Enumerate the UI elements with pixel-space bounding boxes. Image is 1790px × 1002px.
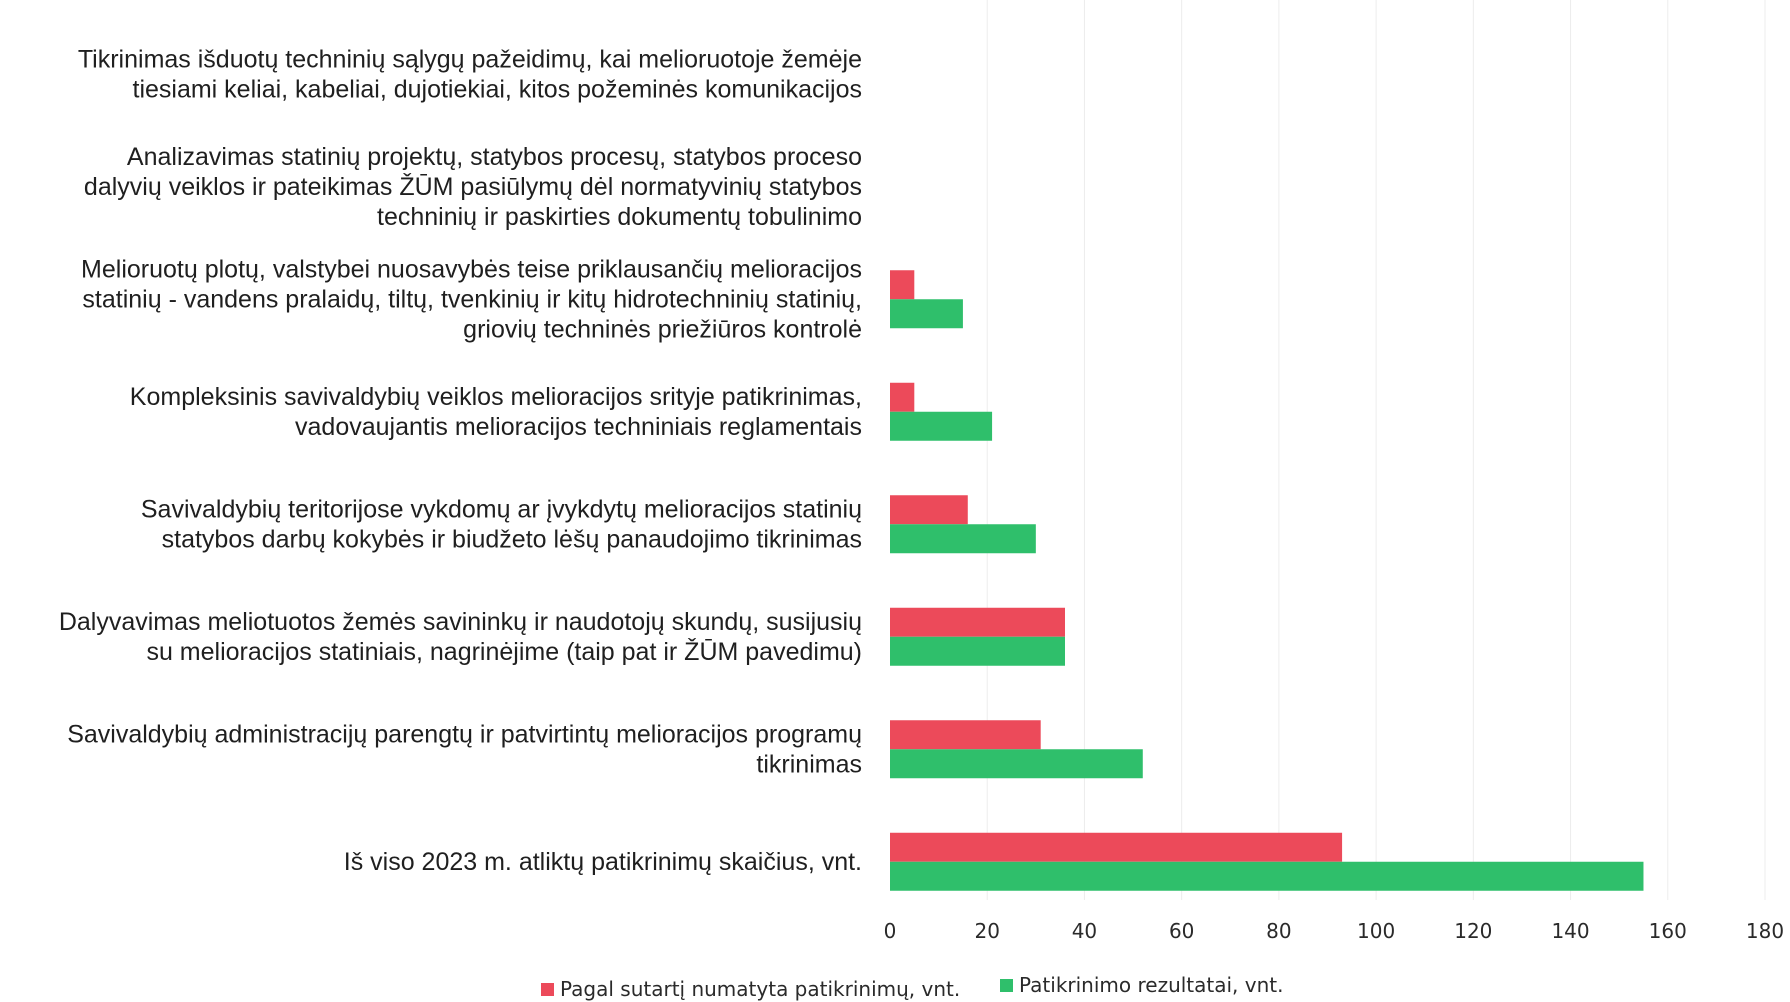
legend-label-planned: Pagal sutartį numatyta patikrinimų, vnt. — [560, 977, 960, 1001]
bar-planned — [890, 382, 915, 412]
category-label: Dalyvavimas meliotuotos žemės savininkų … — [59, 608, 862, 636]
category-labels: Tikrinimas išduotų techninių sąlygų paže… — [59, 45, 862, 876]
category-label: tikrinimas — [756, 750, 862, 778]
bar-planned — [890, 495, 968, 525]
x-tick-label: 80 — [1266, 919, 1291, 943]
x-tick-label: 140 — [1551, 919, 1589, 943]
category-label: Kompleksinis savivaldybių veiklos melior… — [130, 383, 862, 411]
legend-label-results: Patikrinimo rezultatai, vnt. — [1019, 973, 1283, 997]
category-label: Savivaldybių administracijų parengtų ir … — [67, 720, 862, 748]
bar-results — [890, 524, 1036, 554]
legend-swatch-results — [1000, 979, 1013, 992]
bar-planned — [890, 607, 1065, 637]
category-label: statybos darbų kokybės ir biudžeto lėšų … — [162, 525, 862, 553]
x-tick-label: 40 — [1072, 919, 1097, 943]
category-label: Iš viso 2023 m. atliktų patikrinimų skai… — [344, 848, 862, 876]
legend-swatch-planned — [541, 983, 554, 996]
x-tick-label: 100 — [1357, 919, 1395, 943]
category-label: Savivaldybių teritorijose vykdomų ar įvy… — [141, 495, 862, 523]
bar-results — [890, 749, 1143, 779]
x-tick-label: 0 — [884, 919, 897, 943]
gridlines — [986, 0, 1766, 900]
bar-planned — [890, 832, 1343, 862]
bar-planned — [890, 720, 1041, 750]
bars — [890, 270, 1644, 891]
category-label: griovių techninės priežiūros kontrolė — [463, 315, 862, 343]
legend: Pagal sutartį numatyta patikrinimų, vnt.… — [541, 973, 1283, 1001]
category-label: dalyvių veiklos ir pateikimas ŽŪM pasiūl… — [84, 172, 862, 201]
x-tick-label: 60 — [1169, 919, 1194, 943]
category-label: techninių ir paskirties dokumentų tobuli… — [377, 203, 862, 231]
bar-results — [890, 411, 993, 441]
category-label: tiesiami keliai, kabeliai, dujotiekiai, … — [133, 75, 863, 103]
x-tick-label: 160 — [1649, 919, 1687, 943]
category-label: Analizavimas statinių projektų, statybos… — [127, 143, 862, 171]
x-tick-label: 180 — [1746, 919, 1784, 943]
category-label: statinių - vandens pralaidų, tiltų, tven… — [82, 285, 862, 313]
x-axis-ticks: 0 20 40 60 80 100 120 140 160 180 — [884, 919, 1784, 943]
bar-planned — [890, 270, 915, 300]
bar-results — [890, 861, 1644, 891]
category-label: su melioracijos statiniais, nagrinėjime … — [146, 637, 862, 666]
category-label: Melioruotų plotų, valstybei nuosavybės t… — [81, 255, 862, 283]
category-label: vadovaujantis melioracijos techniniais r… — [295, 413, 862, 441]
category-label: Tikrinimas išduotų techninių sąlygų paže… — [78, 45, 862, 73]
x-tick-label: 120 — [1454, 919, 1492, 943]
bar-results — [890, 636, 1065, 666]
bar-results — [890, 299, 963, 329]
x-tick-label: 20 — [974, 919, 999, 943]
